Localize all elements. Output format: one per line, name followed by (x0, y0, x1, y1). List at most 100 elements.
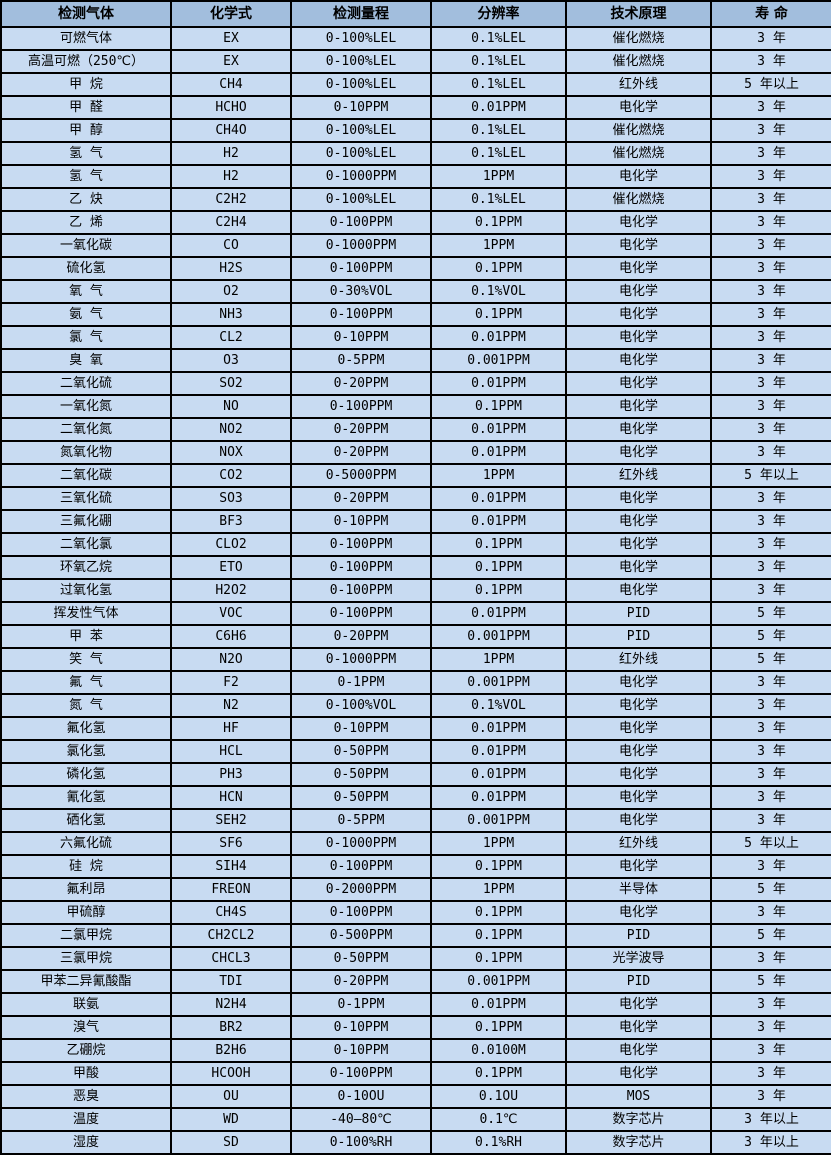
cell-resolution: 0.1%LEL (430, 118, 567, 143)
cell-gas: 环氧乙烷 (0, 555, 172, 580)
table-row: 环氧乙烷 ETO 0-100PPM 0.1PPM 电化学 3 年 (0, 555, 831, 580)
cell-principle: 电化学 (565, 716, 712, 741)
cell-resolution: 1PPM (430, 233, 567, 258)
cell-formula: SO3 (170, 486, 292, 511)
cell-formula: H2 (170, 164, 292, 189)
cell-formula: N2H4 (170, 992, 292, 1017)
cell-lifespan: 5 年 (710, 923, 831, 948)
cell-resolution: 0.001PPM (430, 808, 567, 833)
cell-range: 0-100%RH (290, 1130, 432, 1155)
cell-principle: 电化学 (565, 578, 712, 603)
cell-gas: 氨 气 (0, 302, 172, 327)
cell-resolution: 0.001PPM (430, 670, 567, 695)
cell-lifespan: 3 年 (710, 509, 831, 534)
cell-lifespan: 3 年 (710, 26, 831, 51)
cell-range: 0-20PPM (290, 969, 432, 994)
cell-formula: SD (170, 1130, 292, 1155)
cell-formula: H2O2 (170, 578, 292, 603)
cell-range: 0-20PPM (290, 371, 432, 396)
cell-range: 0-10OU (290, 1084, 432, 1109)
cell-gas: 硒化氢 (0, 808, 172, 833)
cell-lifespan: 3 年 (710, 141, 831, 166)
cell-range: 0-50PPM (290, 739, 432, 764)
cell-formula: H2S (170, 256, 292, 281)
cell-principle: 数字芯片 (565, 1107, 712, 1132)
cell-gas: 臭 氧 (0, 348, 172, 373)
cell-lifespan: 3 年以上 (710, 1130, 831, 1155)
table-row: 恶臭 OU 0-10OU 0.1OU MOS 3 年 (0, 1084, 831, 1109)
cell-lifespan: 3 年 (710, 486, 831, 511)
cell-range: 0-1000PPM (290, 647, 432, 672)
cell-range: 0-100PPM (290, 854, 432, 879)
table-row: 二氧化氮 NO2 0-20PPM 0.01PPM 电化学 3 年 (0, 417, 831, 442)
cell-gas: 湿度 (0, 1130, 172, 1155)
cell-range: 0-30%VOL (290, 279, 432, 304)
table-row: 笑 气 N2O 0-1000PPM 1PPM 红外线 5 年 (0, 647, 831, 672)
cell-principle: 红外线 (565, 463, 712, 488)
cell-gas: 氟 气 (0, 670, 172, 695)
cell-lifespan: 3 年 (710, 371, 831, 396)
cell-formula: NO2 (170, 417, 292, 442)
cell-principle: 电化学 (565, 900, 712, 925)
table-row: 可燃气体 EX 0-100%LEL 0.1%LEL 催化燃烧 3 年 (0, 26, 831, 51)
cell-gas: 氟利昂 (0, 877, 172, 902)
cell-gas: 乙 炔 (0, 187, 172, 212)
header-row: 检测气体 化学式 检测量程 分辨率 技术原理寿 命 (0, 0, 831, 28)
cell-lifespan: 3 年 (710, 1038, 831, 1063)
cell-gas: 高温可燃（250℃） (0, 49, 172, 74)
cell-lifespan: 3 年 (710, 693, 831, 718)
cell-principle: 红外线 (565, 831, 712, 856)
cell-resolution: 0.1%LEL (430, 49, 567, 74)
cell-range: 0-1PPM (290, 670, 432, 695)
cell-formula: EX (170, 49, 292, 74)
table-row: 三氧化硫 SO3 0-20PPM 0.01PPM 电化学 3 年 (0, 486, 831, 511)
cell-formula: FREON (170, 877, 292, 902)
cell-principle: PID (565, 601, 712, 626)
cell-principle: 红外线 (565, 72, 712, 97)
cell-principle: 催化燃烧 (565, 118, 712, 143)
cell-gas: 氰化氢 (0, 785, 172, 810)
cell-gas: 甲 醛 (0, 95, 172, 120)
cell-range: 0-20PPM (290, 417, 432, 442)
cell-resolution: 1PPM (430, 463, 567, 488)
cell-gas: 氮 气 (0, 693, 172, 718)
cell-range: 0-100PPM (290, 302, 432, 327)
cell-range: -40—80℃ (290, 1107, 432, 1132)
cell-principle: 催化燃烧 (565, 26, 712, 51)
column-header-formula: 化学式 (170, 0, 292, 28)
cell-range: 0-50PPM (290, 946, 432, 971)
cell-gas: 硫化氢 (0, 256, 172, 281)
cell-lifespan: 3 年 (710, 992, 831, 1017)
cell-formula: CH2CL2 (170, 923, 292, 948)
cell-lifespan: 5 年 (710, 877, 831, 902)
cell-resolution: 0.1PPM (430, 302, 567, 327)
cell-gas: 二氧化硫 (0, 371, 172, 396)
cell-resolution: 0.001PPM (430, 969, 567, 994)
cell-principle: 电化学 (565, 532, 712, 557)
cell-formula: CH4O (170, 118, 292, 143)
cell-resolution: 0.01PPM (430, 325, 567, 350)
table-row: 甲 醇 CH4O 0-100%LEL 0.1%LEL 催化燃烧 3 年 (0, 118, 831, 143)
cell-formula: NOX (170, 440, 292, 465)
cell-range: 0-1PPM (290, 992, 432, 1017)
cell-range: 0-100PPM (290, 256, 432, 281)
cell-principle: 电化学 (565, 785, 712, 810)
cell-formula: F2 (170, 670, 292, 695)
cell-range: 0-1000PPM (290, 831, 432, 856)
cell-gas: 过氧化氢 (0, 578, 172, 603)
table-row: 二氯甲烷 CH2CL2 0-500PPM 0.1PPM PID 5 年 (0, 923, 831, 948)
cell-range: 0-100%LEL (290, 141, 432, 166)
cell-range: 0-100%VOL (290, 693, 432, 718)
cell-resolution: 0.01PPM (430, 992, 567, 1017)
cell-principle: 电化学 (565, 854, 712, 879)
cell-principle: 电化学 (565, 509, 712, 534)
cell-range: 0-10PPM (290, 1038, 432, 1063)
cell-lifespan: 5 年以上 (710, 463, 831, 488)
table-row: 氰化氢 HCN 0-50PPM 0.01PPM 电化学 3 年 (0, 785, 831, 810)
table-row: 乙硼烷 B2H6 0-10PPM 0.0100M 电化学 3 年 (0, 1038, 831, 1063)
cell-range: 0-20PPM (290, 440, 432, 465)
table-row: 二氧化硫 SO2 0-20PPM 0.01PPM 电化学 3 年 (0, 371, 831, 396)
cell-principle: 电化学 (565, 210, 712, 235)
table-row: 六氟化硫 SF6 0-1000PPM 1PPM 红外线 5 年以上 (0, 831, 831, 856)
cell-resolution: 0.1%LEL (430, 72, 567, 97)
